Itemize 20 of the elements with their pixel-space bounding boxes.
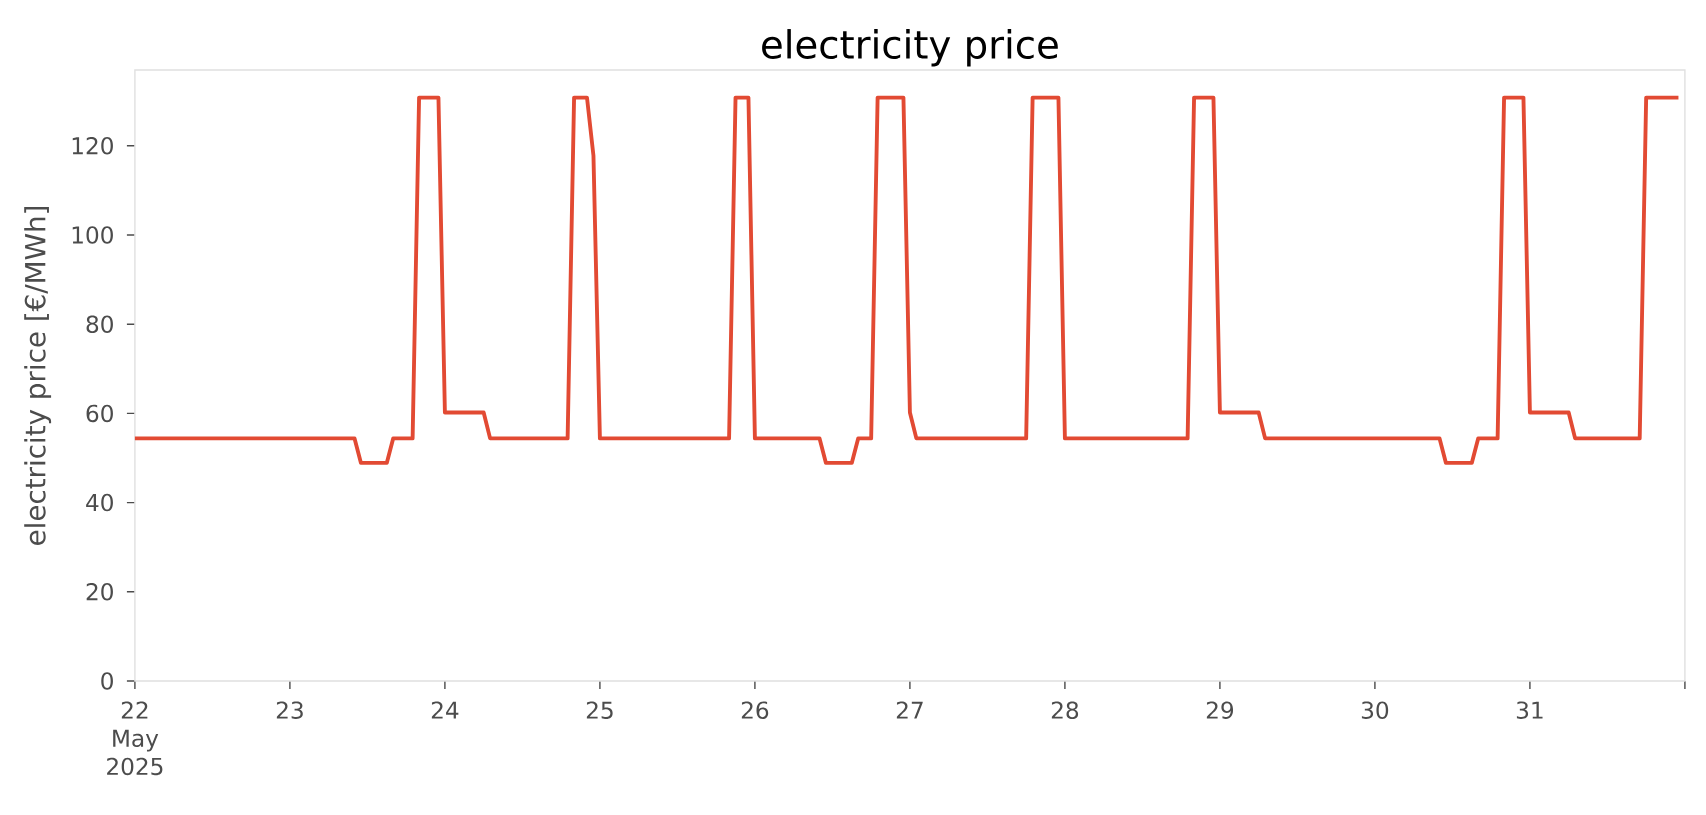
x-tick-label: 25 bbox=[586, 701, 613, 719]
y-tick-label: 100 bbox=[72, 226, 113, 244]
chart-title: electricity price bbox=[762, 29, 1058, 67]
x-tick-label: 26 bbox=[741, 701, 769, 719]
line-series bbox=[132, 95, 1681, 465]
x-tick-label: 24 bbox=[431, 701, 459, 719]
y-tick-label: 0 bbox=[101, 672, 113, 690]
x-tick-label: 30 bbox=[1361, 701, 1389, 719]
x-tick-label: 22 May 2025 bbox=[107, 701, 163, 776]
y-tick-label: 120 bbox=[72, 137, 113, 155]
x-tick-label: 23 bbox=[276, 701, 303, 719]
y-axis-title: electricity price [€/MWh] bbox=[24, 206, 52, 545]
y-tick-label: 20 bbox=[86, 583, 113, 601]
y-tick-label: 80 bbox=[86, 315, 113, 333]
x-tick-label: 28 bbox=[1051, 701, 1079, 719]
x-tick-label: 29 bbox=[1206, 701, 1234, 719]
y-tick-label: 60 bbox=[86, 404, 113, 423]
x-tick-label: 27 bbox=[896, 701, 923, 719]
x-tick-label: 31 bbox=[1516, 701, 1543, 719]
y-tick-label: 40 bbox=[86, 493, 113, 512]
